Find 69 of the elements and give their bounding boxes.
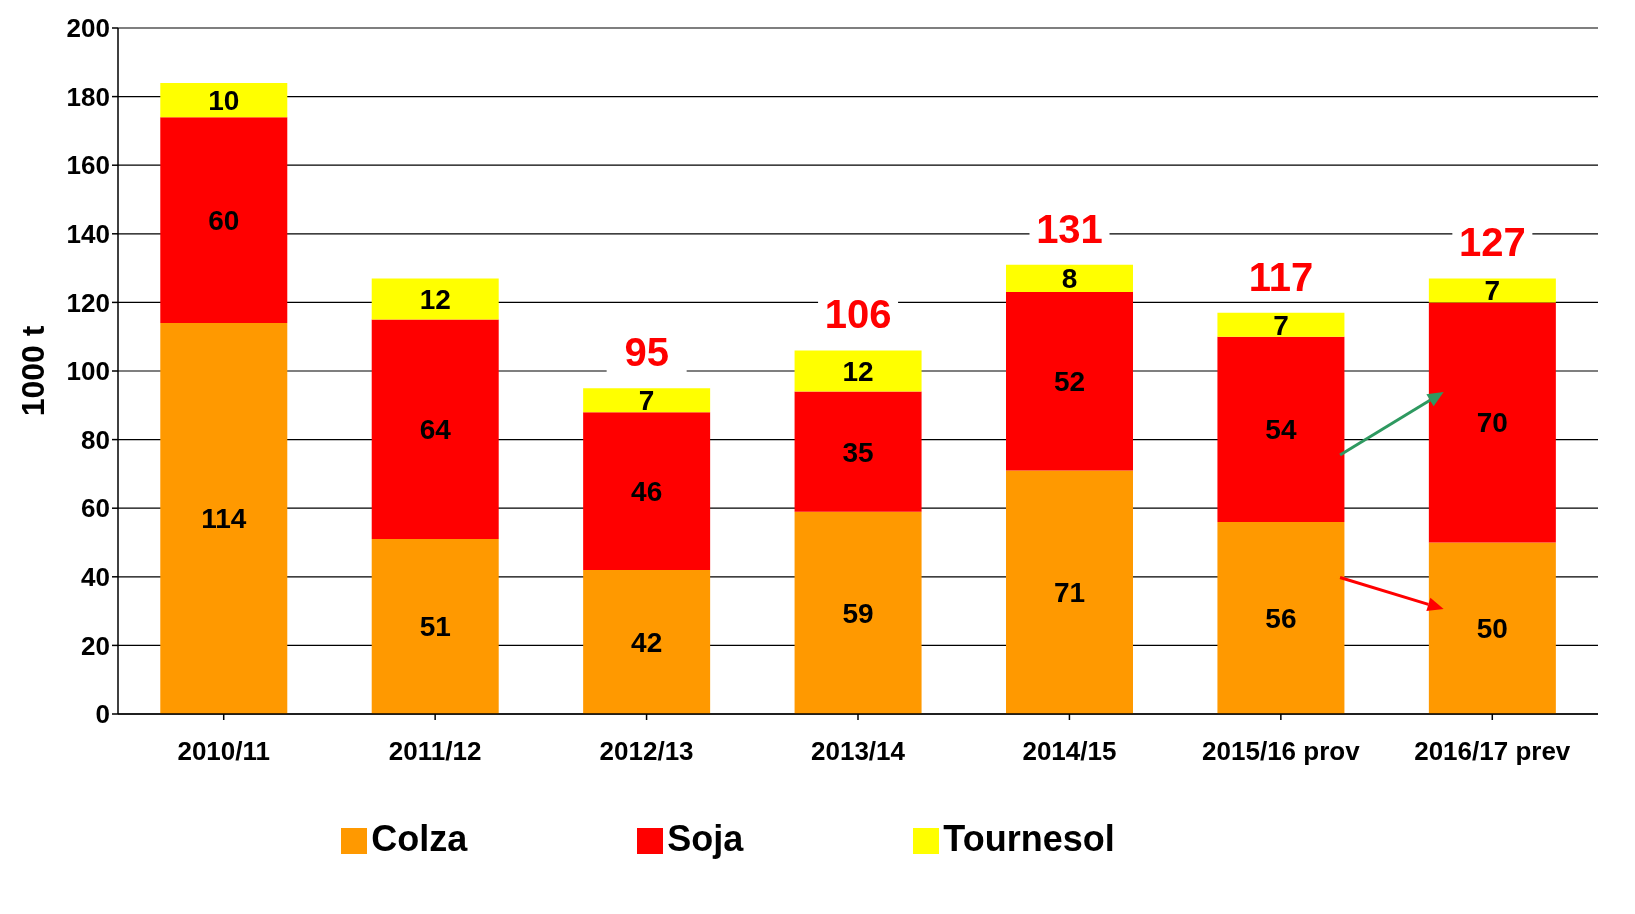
y-axis-title: 1000 t	[15, 325, 52, 417]
bar	[794, 391, 922, 512]
bar	[1217, 336, 1345, 522]
data-label: 42	[631, 626, 663, 658]
bar	[583, 388, 711, 413]
y-tick-label: 60	[81, 493, 110, 524]
bar	[160, 117, 288, 323]
bar	[160, 82, 288, 118]
y-tick-label: 120	[66, 287, 110, 318]
legend-label: Colza	[371, 818, 468, 859]
data-label: 59	[842, 597, 874, 629]
x-tick-label: 2011/12	[388, 736, 482, 767]
data-label: 50	[1476, 613, 1508, 645]
y-tick-label: 0	[95, 699, 110, 730]
y-tick-label: 160	[66, 150, 110, 181]
bar	[1006, 292, 1133, 471]
legend-label: Tournesol	[943, 818, 1115, 859]
data-label: 70	[1476, 407, 1508, 439]
total-label: 131	[1036, 206, 1103, 251]
x-tick-label: 2015/16 prov	[1202, 736, 1361, 767]
x-tick-label: 2010/11	[177, 736, 270, 767]
total-label: 106	[824, 292, 892, 337]
x-tick-label: 2012/13	[599, 736, 694, 767]
bar	[1428, 542, 1556, 714]
data-label: 56	[1265, 602, 1297, 634]
x-tick-label: 2013/14	[811, 736, 906, 767]
bar	[371, 278, 499, 320]
bar	[1006, 470, 1133, 714]
y-tick-label: 40	[81, 562, 110, 593]
bar	[1428, 278, 1556, 303]
bar	[160, 322, 288, 714]
bar	[1006, 264, 1133, 293]
y-tick-label: 140	[66, 219, 110, 250]
bar	[1217, 312, 1345, 337]
y-tick-label: 100	[66, 356, 110, 387]
y-tick-label: 180	[66, 81, 110, 112]
total-label: 95	[624, 330, 669, 375]
data-label: 64	[419, 414, 452, 446]
data-label: 7	[638, 385, 655, 417]
legend-label: Soja	[667, 818, 744, 859]
data-label: 7	[1273, 309, 1289, 341]
data-label: 35	[842, 436, 874, 468]
data-label: 60	[208, 205, 240, 237]
data-label: 114	[201, 503, 247, 535]
y-tick-label: 20	[81, 630, 110, 661]
data-label: 10	[208, 84, 240, 116]
total-label: 117	[1248, 254, 1314, 299]
data-label: 54	[1265, 414, 1297, 446]
total-label: 127	[1458, 220, 1526, 265]
bar	[794, 350, 922, 392]
data-label: 46	[631, 475, 663, 507]
bar	[794, 511, 922, 714]
bar	[371, 539, 499, 714]
bar	[583, 569, 711, 714]
bar	[1217, 521, 1345, 714]
data-label: 71	[1053, 577, 1086, 609]
x-tick-label: 2016/17 prev	[1414, 736, 1571, 767]
bar	[583, 412, 711, 570]
data-label: 7	[1484, 275, 1501, 307]
x-tick-label: 2014/15	[1022, 736, 1117, 767]
bar	[371, 319, 499, 540]
data-label: 12	[842, 355, 874, 387]
data-label: 52	[1053, 366, 1086, 398]
y-tick-label: 200	[66, 13, 110, 44]
data-label: 8	[1061, 263, 1078, 295]
y-tick-label: 80	[81, 424, 110, 455]
data-label: 51	[419, 611, 451, 643]
bar	[1428, 302, 1556, 543]
data-label: 12	[419, 283, 451, 315]
